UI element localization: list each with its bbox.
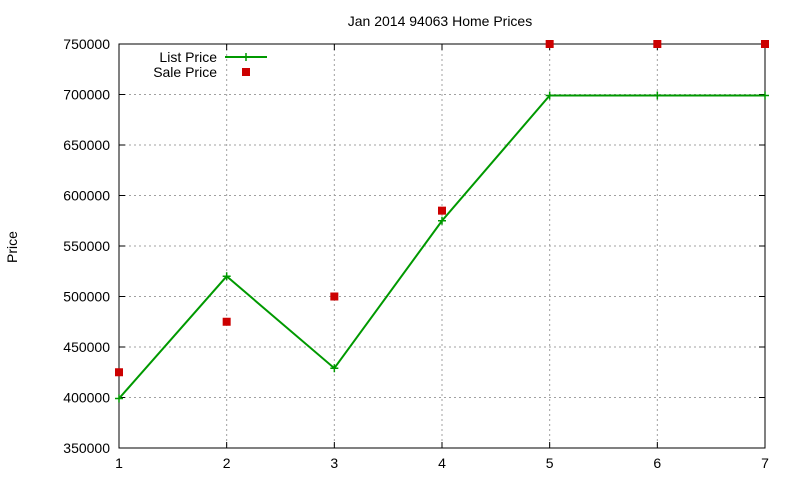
sale-price-point [438, 206, 446, 215]
plot-frame [118, 43, 766, 449]
y-tick-label: 600000 [63, 188, 110, 204]
legend-plus-marker [242, 53, 250, 61]
legend-label: Sale Price [153, 64, 217, 80]
list-price-point [761, 91, 769, 100]
x-tick-label: 6 [653, 455, 661, 471]
y-tick-label: 450000 [63, 339, 110, 355]
x-tick-label: 2 [223, 455, 231, 471]
y-tick-label: 550000 [63, 238, 110, 254]
x-tick-label: 7 [761, 455, 769, 471]
sale-price-point [653, 40, 662, 48]
list-price-point [545, 91, 554, 100]
list-price-point [115, 394, 123, 403]
list-price-point [438, 216, 446, 225]
y-tick-label: 350000 [63, 440, 110, 456]
sale-price-point [115, 368, 123, 377]
x-tick-label: 3 [330, 455, 338, 471]
series-list-price [115, 91, 769, 403]
sale-price-point [222, 317, 231, 326]
grid [118, 43, 766, 449]
x-tick-label: 5 [546, 455, 554, 471]
series-sale-price [115, 40, 769, 377]
series-layer [115, 40, 769, 403]
list-price-point [653, 91, 662, 100]
sale-price-point [761, 40, 769, 48]
legend-label: List Price [159, 49, 217, 65]
tick-labels: 350000 400000 450000 500000 550000 600000 6500… [63, 36, 769, 471]
sale-price-point [545, 40, 554, 48]
sale-price-point [330, 292, 339, 301]
y-tick-label: 650000 [63, 137, 110, 153]
y-tick-label: 400000 [63, 390, 110, 406]
list-price-point [222, 272, 231, 281]
list-price-point [330, 364, 339, 373]
x-tick-label: 4 [438, 455, 446, 471]
chart-title: Jan 2014 94063 Home Prices [348, 13, 532, 29]
x-tick-label: 1 [115, 455, 123, 471]
legend-square-marker [242, 68, 250, 76]
y-tick-label: 750000 [63, 36, 110, 52]
y-axis-title: Price [4, 231, 20, 263]
y-tick-label: 500000 [63, 289, 110, 305]
y-tick-label: 700000 [63, 87, 110, 103]
